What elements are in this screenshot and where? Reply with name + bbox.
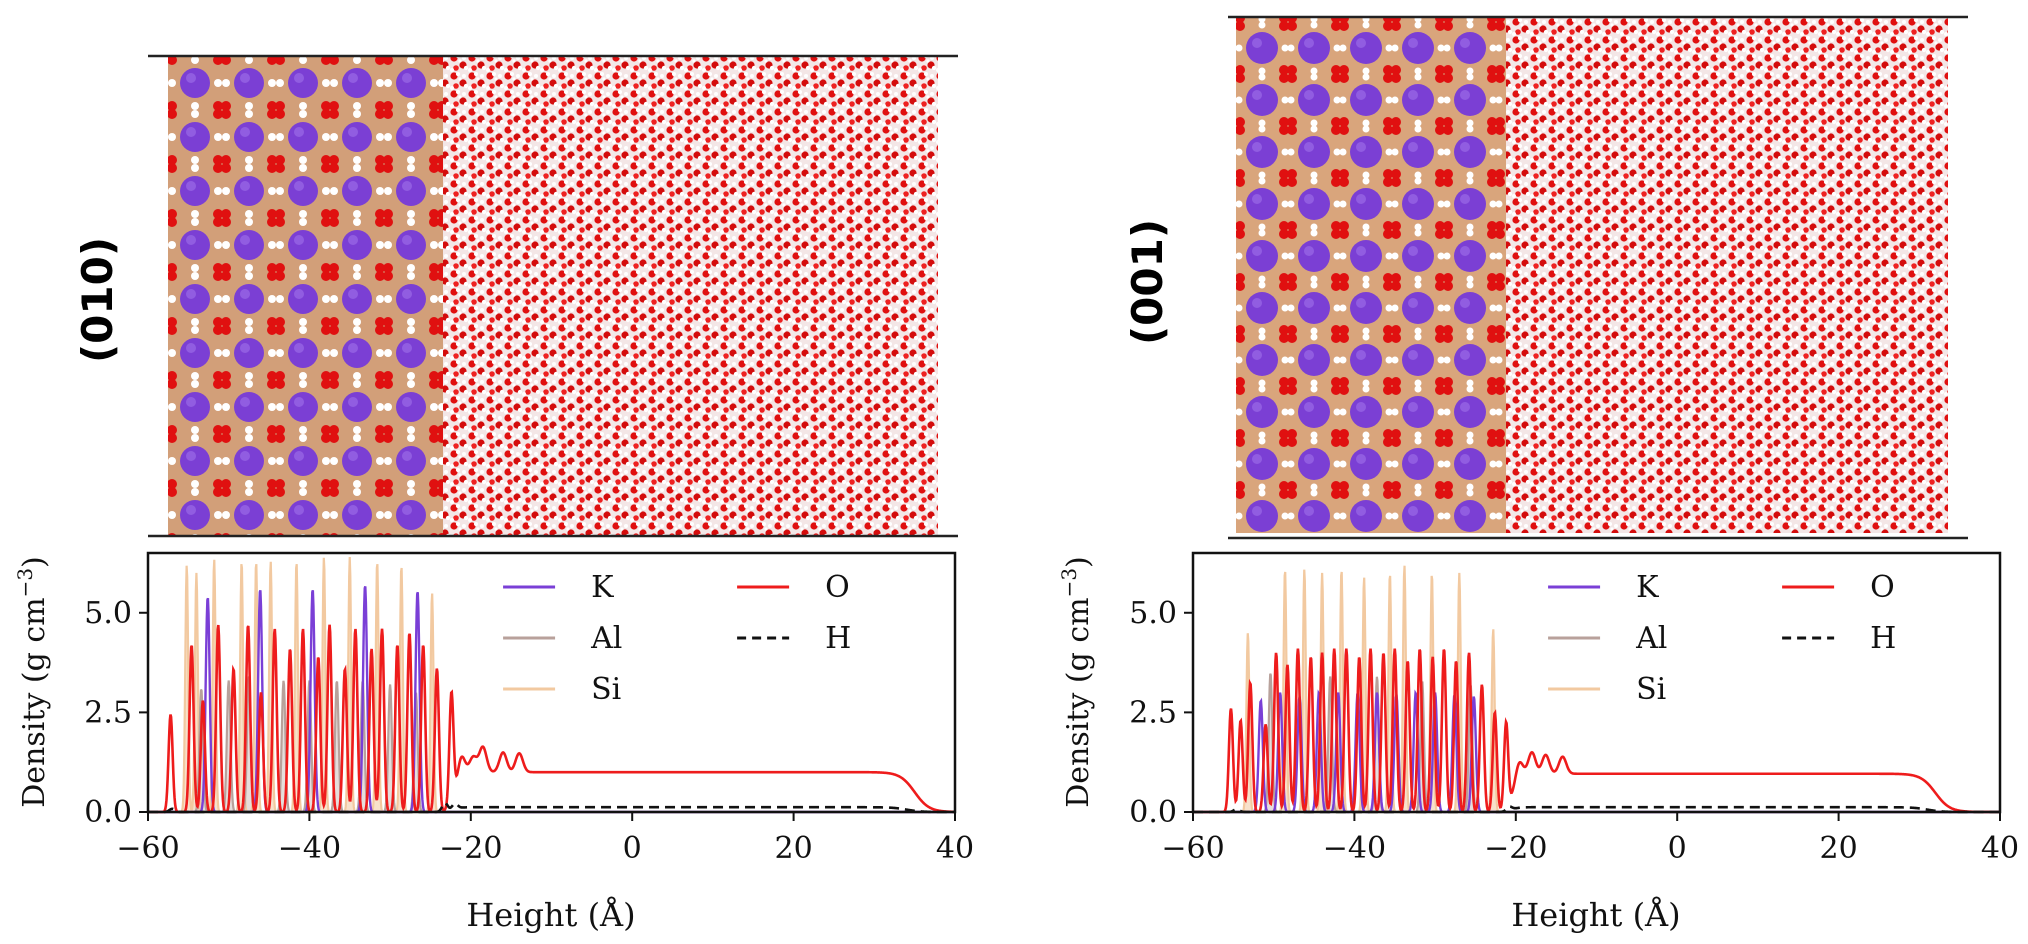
legend-label-si: Si [591, 672, 621, 707]
plot-frame [146, 551, 957, 814]
x-tick-label: −20 [439, 831, 502, 866]
legend-label-k: K [1636, 570, 1659, 605]
y-axis-label: Density (g cm−3) [13, 556, 52, 808]
y-axis-label-close: ) [1061, 556, 1096, 568]
density-plot-001: −60 −40 −20 0 20 40 0.0 2.5 5.0 Height (Å) Densi… [1057, 551, 2019, 934]
legend-label-al: Al [590, 621, 622, 656]
y-tick-label: 5.0 [1129, 596, 1177, 631]
y-axis-label-exponent: −3 [1057, 568, 1081, 597]
y-tick-label: 2.5 [1129, 695, 1177, 730]
facet-label-010: (010) [73, 237, 122, 363]
legend: K Al Si OH [503, 570, 851, 707]
y-axis-label-main: Density (g cm [1061, 597, 1096, 807]
x-tick-label: 20 [775, 831, 813, 866]
legend-label-h: H [825, 621, 851, 656]
plot-frame [1191, 551, 2002, 814]
y-axis-label-exponent: −3 [13, 568, 37, 597]
x-tick-label: 40 [936, 831, 974, 866]
x-tick-label: −20 [1484, 831, 1547, 866]
y-axis-label-close: ) [17, 556, 52, 568]
x-tick-label: −60 [116, 831, 179, 866]
water-region-010 [443, 56, 938, 536]
facet-label-001: (001) [1123, 219, 1172, 345]
legend-label-o: O [825, 570, 850, 605]
x-axis-label: Height (Å) [466, 896, 635, 934]
y-tick-label: 0.0 [1129, 795, 1177, 830]
y-tick-label: 0.0 [84, 795, 132, 830]
legend-label-k: K [591, 570, 614, 605]
x-tick-label: 0 [623, 831, 642, 866]
snapshot-001: (001) [1123, 15, 1968, 540]
x-tick-label: 20 [1820, 831, 1858, 866]
x-tick-label: 40 [1981, 831, 2019, 866]
y-tick-label: 2.5 [84, 695, 132, 730]
axis-ticks: −60 −40 −20 0 20 40 0.0 2.5 5.0 [1129, 596, 2019, 866]
legend-label-al: Al [1635, 621, 1667, 656]
legend: K Al Si OH [1548, 570, 1896, 707]
x-tick-label: −40 [1323, 831, 1386, 866]
x-axis-label: Height (Å) [1511, 896, 1680, 934]
y-tick-label: 5.0 [84, 596, 132, 631]
x-tick-label: −40 [278, 831, 341, 866]
o-density-line [1193, 648, 2000, 814]
legend-label-o: O [1870, 570, 1895, 605]
snapshot-010: (010) [73, 54, 958, 538]
crystal-slab-010 [168, 56, 443, 536]
y-axis-label: Density (g cm−3) [1057, 556, 1096, 808]
legend-label-h: H [1870, 621, 1896, 656]
x-tick-label: 0 [1668, 831, 1687, 866]
crystal-slab-001 [1236, 17, 1506, 533]
y-axis-label-main: Density (g cm [17, 597, 52, 807]
legend-label-si: Si [1636, 672, 1666, 707]
axis-ticks: −60 −40 −20 0 20 40 0.0 2.5 5.0 [84, 596, 974, 866]
density-plot-010: −60 −40 −20 0 20 40 0.0 2.5 5.0 Height (Å) Densi… [13, 551, 974, 934]
x-tick-label: −60 [1161, 831, 1224, 866]
water-region-001 [1506, 17, 1948, 533]
